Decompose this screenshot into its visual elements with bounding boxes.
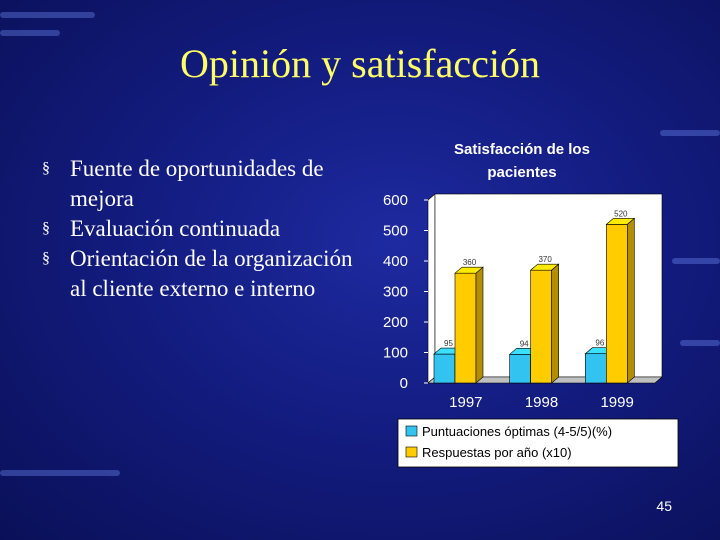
bullet-text: Fuente de oportunidades de mejora xyxy=(70,156,324,211)
data-label: 95 xyxy=(444,339,453,348)
slide-number: 45 xyxy=(656,498,672,514)
bar xyxy=(509,354,531,384)
y-tick-label: 600 xyxy=(383,192,408,209)
y-tick-label: 300 xyxy=(383,284,408,301)
bar-side xyxy=(475,266,484,384)
legend-label: Respuestas por año (x10) xyxy=(422,445,572,460)
data-label: 360 xyxy=(463,258,477,267)
x-tick-label: 1998 xyxy=(525,394,558,411)
bullet-item: § Orientación de la organización al clien… xyxy=(42,244,362,304)
bar xyxy=(606,224,628,384)
bar xyxy=(530,269,552,384)
decorative-streak xyxy=(660,130,720,136)
data-label: 96 xyxy=(595,339,604,348)
decorative-streak xyxy=(680,340,720,346)
decorative-streak xyxy=(0,30,60,36)
bar-side xyxy=(627,217,635,384)
chart-title-line: pacientes xyxy=(487,164,556,181)
decorative-streak xyxy=(0,470,120,476)
legend-label: Puntuaciones óptimas (4-5/5)(%) xyxy=(422,424,612,439)
decorative-streak xyxy=(672,258,720,264)
y-tick-label: 400 xyxy=(383,253,408,270)
bar-side xyxy=(551,263,559,384)
y-tick-label: 100 xyxy=(383,345,408,362)
bar xyxy=(433,353,456,384)
square-bullet-icon: § xyxy=(42,220,50,237)
bar xyxy=(585,353,607,384)
y-tick-label: 200 xyxy=(383,314,408,331)
x-tick-label: 1999 xyxy=(600,394,633,411)
x-tick-label: 1997 xyxy=(449,394,482,411)
data-label: 370 xyxy=(538,255,552,264)
legend-swatch xyxy=(405,446,418,458)
data-label: 520 xyxy=(614,209,628,218)
bullet-text: Orientación de la organización al client… xyxy=(70,246,353,301)
decorative-streak xyxy=(0,12,95,18)
y-tick-label: 500 xyxy=(383,223,408,240)
bullet-text: Evaluación continuada xyxy=(70,216,281,241)
slide-title: Opinión y satisfacción xyxy=(180,41,540,86)
square-bullet-icon: § xyxy=(42,250,50,267)
square-bullet-icon: § xyxy=(42,160,50,177)
chart-title-line: Satisfacción de los xyxy=(454,141,590,158)
bar xyxy=(454,272,477,384)
bullet-item: § Fuente de oportunidades de mejora xyxy=(42,154,362,214)
bullet-list: § Fuente de oportunidades de mejora § Eval… xyxy=(42,154,362,304)
bullet-item: § Evaluación continuada xyxy=(42,214,362,244)
satisfaction-chart: Satisfacción de los pacientes 0 100 200 300… xyxy=(383,141,679,468)
data-label: 94 xyxy=(520,339,529,348)
legend-swatch xyxy=(405,425,418,437)
y-tick-label: 0 xyxy=(400,375,408,392)
chart-legend xyxy=(397,418,679,468)
